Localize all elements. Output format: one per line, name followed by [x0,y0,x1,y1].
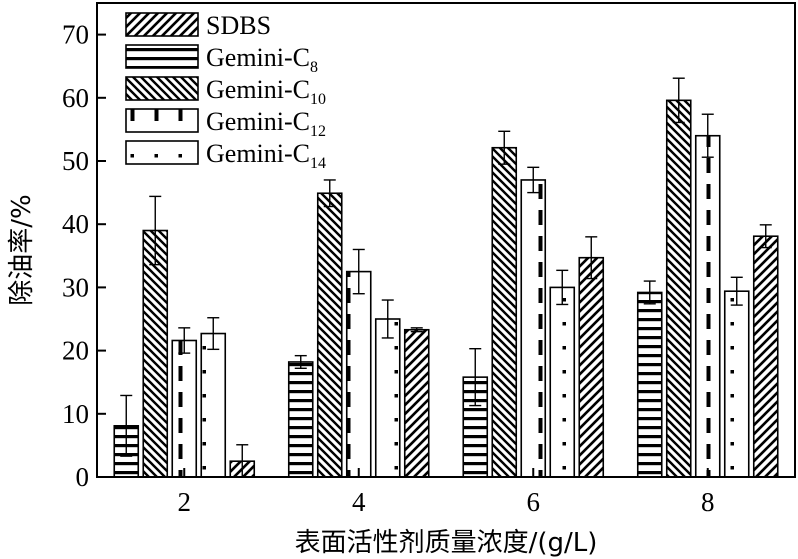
error-bar [672,77,685,124]
error-bar [410,327,423,333]
error-bar [730,276,743,306]
bar-gemini-c12 [171,339,198,478]
x-axis-ticks: 2 4 6 8 [178,468,715,517]
bar-gemini-c14 [374,318,401,478]
y-tick-label: 20 [62,336,89,366]
legend-label-subscript: 14 [310,155,326,172]
y-axis-title: 除油率/% [7,194,37,305]
bar-gemini-c14 [549,286,576,478]
legend-swatch [125,76,199,101]
legend-item: Gemini-C8 [125,43,318,76]
legend-swatch [125,140,199,165]
error-bar [149,195,162,266]
legend-label-main: SDBS [206,11,271,40]
bar-gemini-c10 [665,99,692,478]
legend-label: Gemini-C8 [206,43,318,76]
legend-label: Gemini-C10 [206,75,326,108]
bar-gemini-c12 [520,179,547,478]
x-tick-label: 2 [178,487,192,517]
bar-gemini-c12 [694,134,721,478]
bar-gemini-c12 [345,270,372,478]
error-bar [323,179,336,208]
legend-label: SDBS [206,11,271,40]
bar-gemini-c10 [316,192,343,478]
y-tick-label: 60 [62,83,89,113]
bar-sdbs [752,235,779,478]
x-tick-label: 8 [701,487,715,517]
error-bar [759,224,772,249]
x-tick-label: 4 [352,487,366,517]
legend-label-subscript: 12 [310,123,326,140]
legend-swatch [125,108,199,133]
bar-sdbs [403,328,430,478]
legend-label-main: Gemini-C [206,43,310,72]
legend-item: Gemini-C12 [125,107,326,140]
legend-label-main: Gemini-C [206,75,310,104]
x-tick-label: 6 [527,487,541,517]
legend-label: Gemini-C12 [206,107,326,140]
error-bar [469,348,482,407]
legend-swatch [125,44,199,69]
error-bar [352,248,365,295]
bar-gemini-c8 [287,361,314,478]
bars-layer [113,77,779,478]
y-tick-label: 10 [62,399,89,429]
error-bar [556,269,569,306]
legend-label: Gemini-C14 [206,139,326,172]
y-tick-label: 50 [62,146,89,176]
bar-gemini-c10 [491,146,518,478]
y-tick-label: 40 [62,209,89,239]
legend-swatch [125,12,199,37]
legend-item: Gemini-C10 [125,75,326,108]
error-bar [178,327,191,354]
legend: SDBSGemini-C8Gemini-C10Gemini-C12Gemini-… [125,11,326,172]
legend-label-main: Gemini-C [206,107,310,136]
bar-gemini-c10 [142,229,169,478]
legend-label-main: Gemini-C [206,139,310,168]
error-bar [585,236,598,280]
error-bar [381,299,394,339]
y-tick-label: 70 [62,20,89,50]
legend-item: Gemini-C14 [125,139,326,172]
x-axis-title: 表面活性剂质量浓度/(g/L) [295,528,598,558]
plot-frame [96,2,796,478]
y-tick-label: 0 [76,462,90,492]
error-bar [294,354,307,369]
bar-sdbs [578,256,605,478]
bar-gemini-c14 [200,332,227,478]
error-bar [527,166,540,194]
bar-gemini-c8 [636,291,663,478]
error-bar [120,394,133,457]
error-bar [701,113,714,158]
legend-label-subscript: 8 [310,59,318,76]
bar-gemini-c14 [723,290,750,478]
error-bar [207,317,220,351]
error-bar [643,280,656,305]
y-axis-ticks: 0 10 20 30 40 50 60 70 [62,20,106,492]
error-bar [498,130,511,165]
y-tick-label: 30 [62,272,89,302]
legend-label-subscript: 10 [310,91,326,108]
legend-item: SDBS [125,11,271,40]
